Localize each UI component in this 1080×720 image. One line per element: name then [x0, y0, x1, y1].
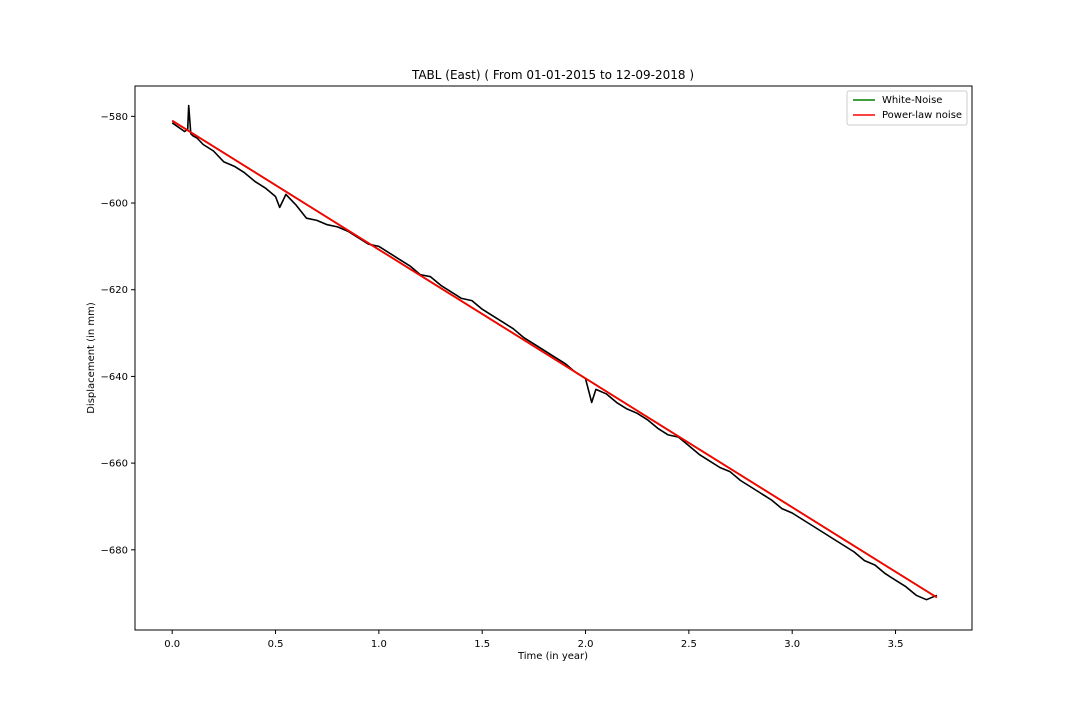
- legend-box: [846, 90, 968, 126]
- x-tick-label: 0.0: [164, 639, 180, 650]
- x-axis-label: Time (in year): [517, 651, 588, 662]
- y-axis-label: Displacement (in mm): [86, 302, 97, 414]
- x-axis-ticks: 0.0 0.5 1.0 1.5 2.0 2.5 3.0 3.5: [164, 630, 903, 650]
- legend-label-power-law: Power-law noise: [882, 110, 962, 121]
- y-tick-label: −580: [101, 112, 128, 123]
- y-tick-label: −680: [101, 545, 128, 556]
- series-layer: [171, 104, 938, 601]
- series-line-observed: [171, 104, 938, 601]
- y-tick-label: −660: [101, 459, 128, 470]
- x-tick-label: 0.5: [268, 639, 284, 650]
- plot-frame: [134, 85, 973, 631]
- x-tick-label: 3.0: [784, 639, 800, 650]
- x-tick-label: 3.5: [888, 639, 904, 650]
- legend: White-Noise Power-law noise: [846, 90, 968, 126]
- y-tick-label: −640: [101, 372, 128, 383]
- y-tick-label: −620: [101, 285, 128, 296]
- x-tick-label: 2.0: [578, 639, 594, 650]
- y-tick-label: −600: [101, 199, 128, 210]
- x-tick-label: 1.0: [371, 639, 387, 650]
- series-line-power-law-noise: [171, 119, 938, 599]
- y-axis-ticks: −580 −600 −620 −640 −660 −680: [101, 112, 135, 556]
- chart-title: TABL (East) ( From 01-01-2015 to 12-09-2…: [411, 68, 694, 82]
- x-tick-label: 2.5: [681, 639, 697, 650]
- legend-label-white-noise: White-Noise: [882, 95, 942, 106]
- x-tick-label: 1.5: [474, 639, 490, 650]
